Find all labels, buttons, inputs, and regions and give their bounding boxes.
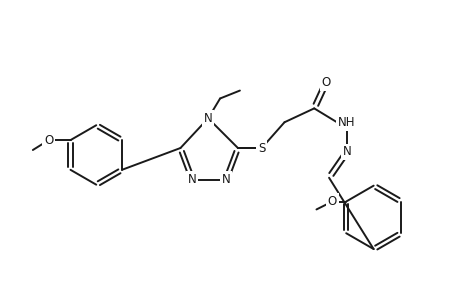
Text: O: O (321, 76, 330, 89)
Text: O: O (327, 195, 336, 208)
Text: N: N (188, 173, 196, 186)
Text: N: N (203, 112, 212, 125)
Text: NH: NH (337, 116, 355, 129)
Text: S: S (257, 142, 265, 154)
Text: N: N (342, 146, 351, 158)
Text: O: O (44, 134, 53, 147)
Text: N: N (221, 173, 230, 186)
